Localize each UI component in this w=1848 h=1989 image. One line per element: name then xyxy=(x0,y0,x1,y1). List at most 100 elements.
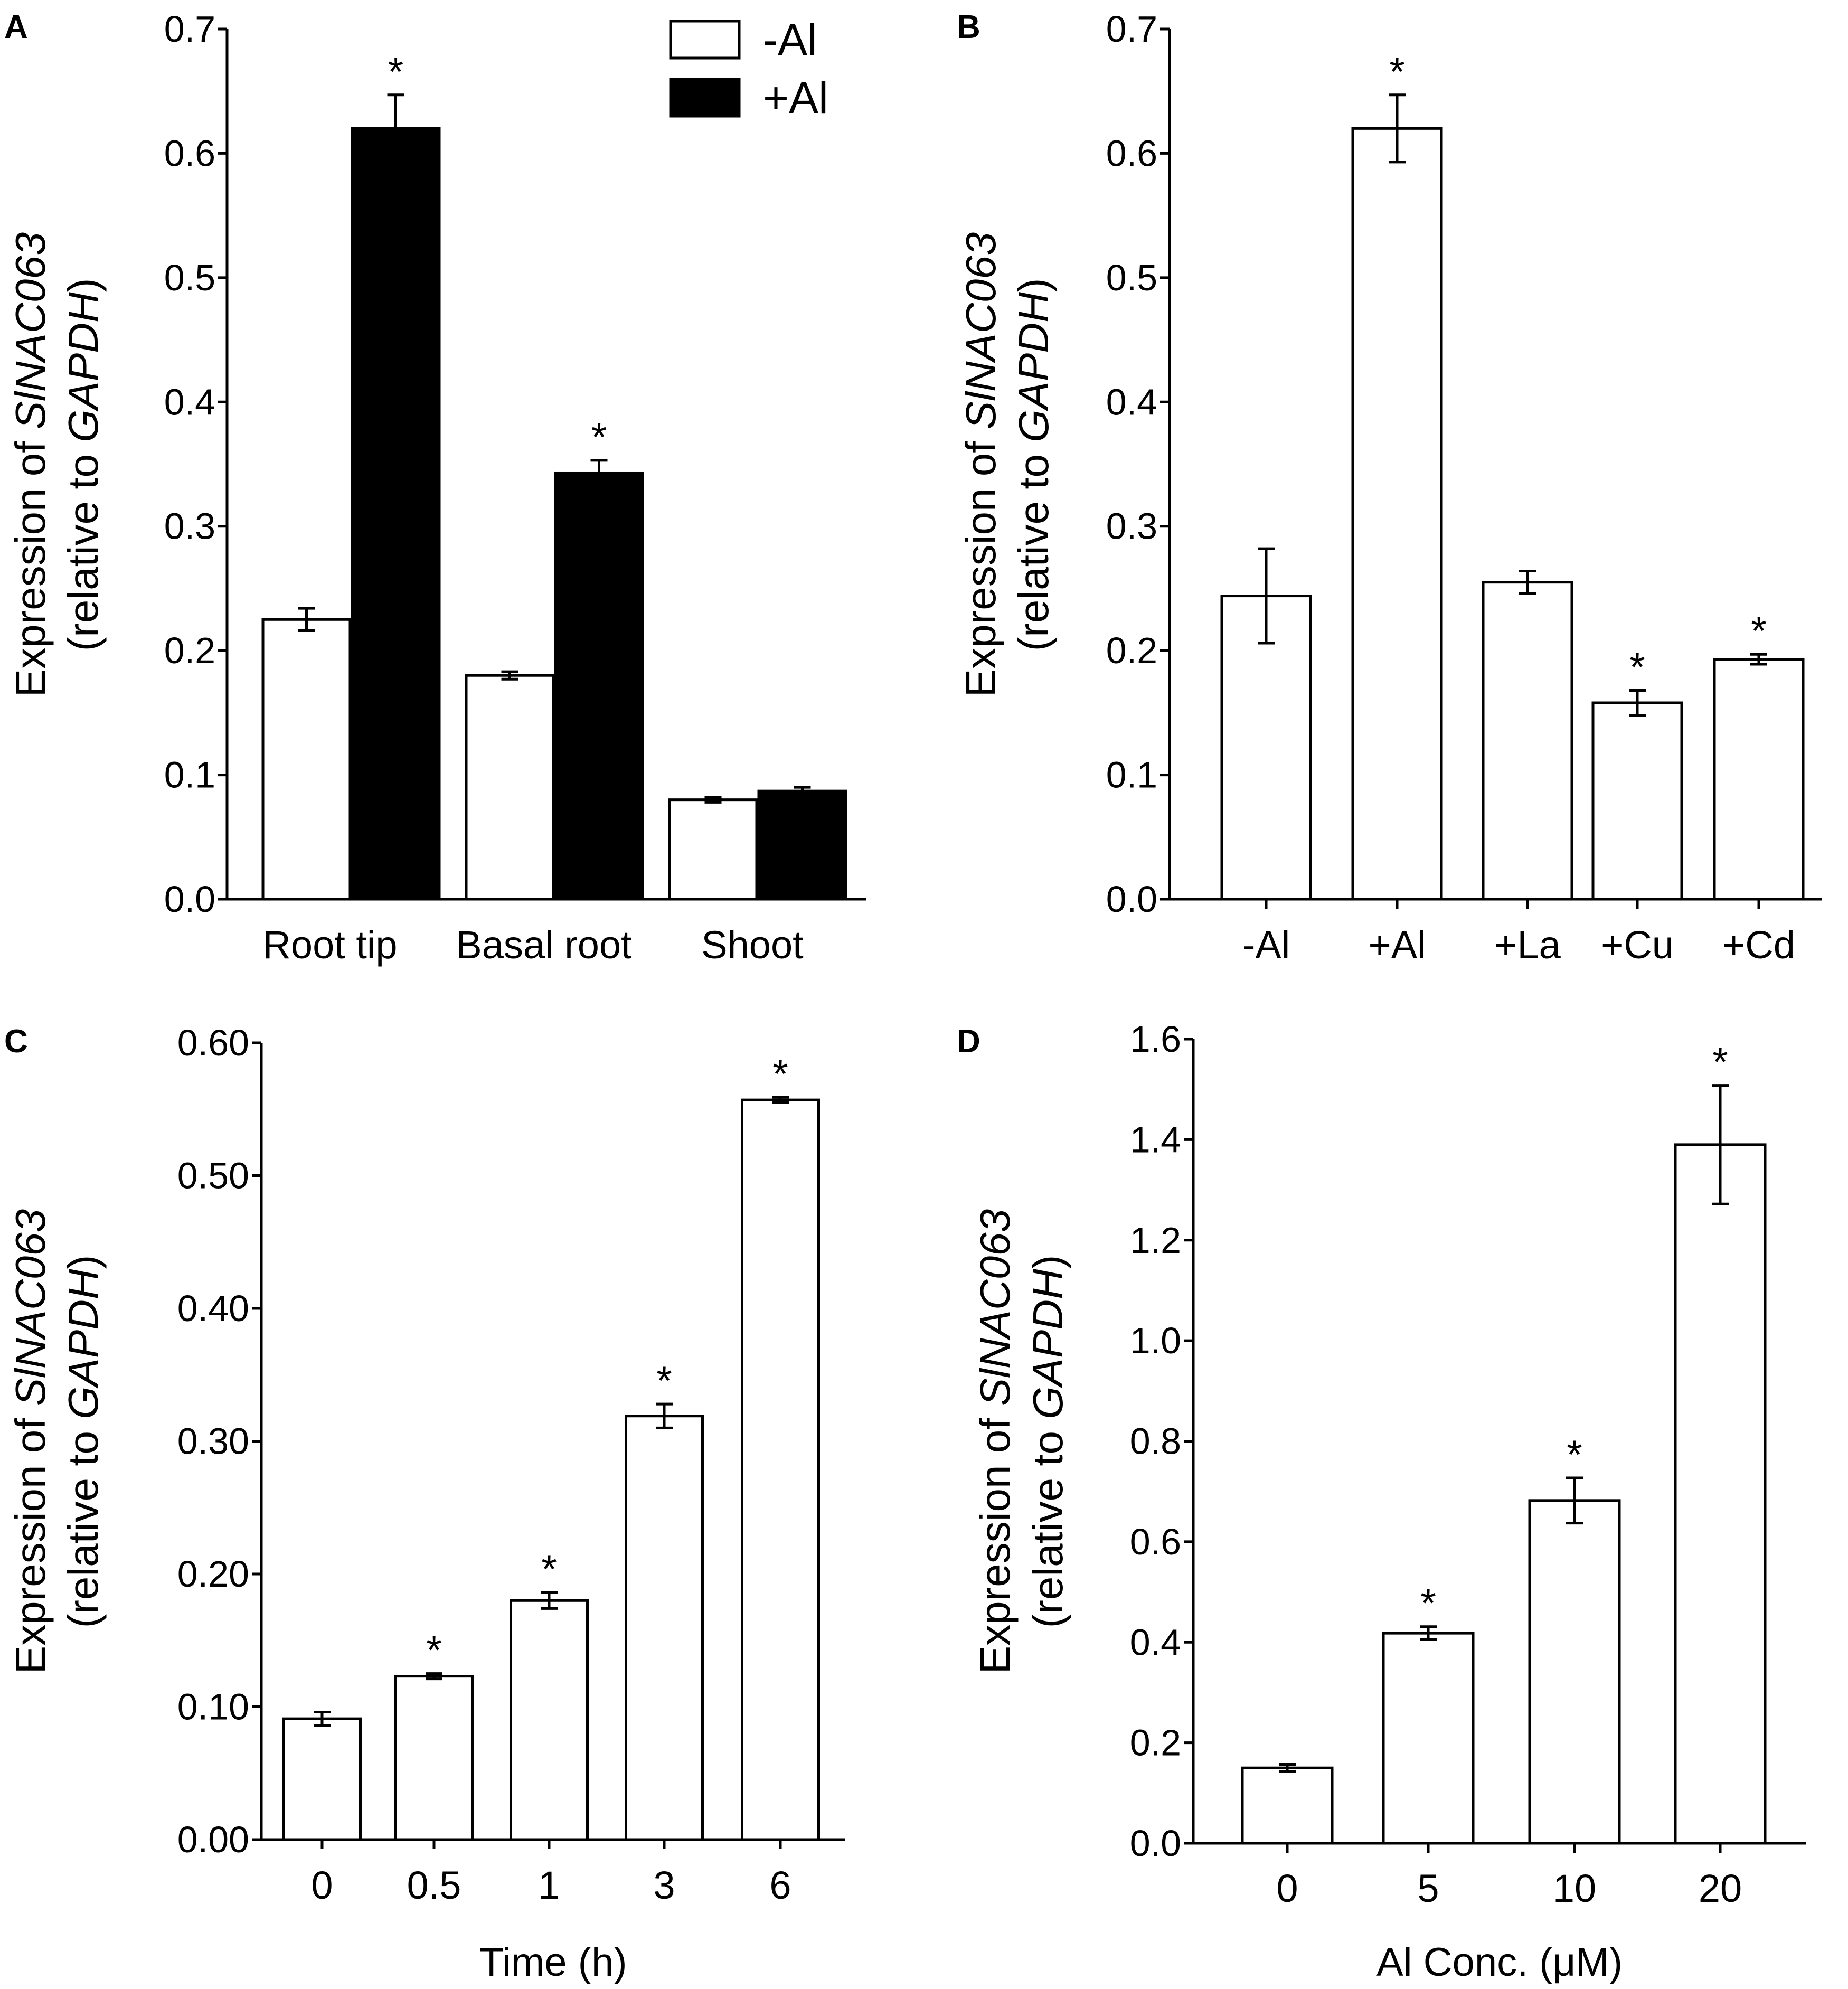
panel-d: D 0.0 0.2 0.4 0.6 0.8 1.0 1.2 1.4 1.6 Expression o… xyxy=(957,1019,1806,1985)
y-axis-label2-ref: GAPDH xyxy=(1010,292,1057,442)
y-axis-label2-suffix: ) xyxy=(60,278,107,293)
y-axis-label2-ref: GAPDH xyxy=(60,292,107,442)
x-category-label: 6 xyxy=(769,1863,791,1907)
y-tick-label: 1.6 xyxy=(1130,1019,1181,1060)
y-axis-label2-suffix: ) xyxy=(60,1255,107,1269)
y-axis-label: Expression of SlNAC063 xyxy=(7,1209,54,1674)
bar xyxy=(1382,1632,1475,1845)
bar xyxy=(625,1415,704,1841)
y-tick-label: 0.6 xyxy=(164,133,215,174)
y-tick-label: 1.4 xyxy=(1130,1119,1181,1160)
bar xyxy=(741,1098,820,1841)
y-tick-label: 0.4 xyxy=(164,381,215,422)
x-category-label: 1 xyxy=(538,1863,560,1907)
x-category-label: 5 xyxy=(1417,1867,1439,1910)
panel-a: A 0.0 0.1 0.2 0.3 0.4 0.5 0.6 0.7 Expression of S… xyxy=(4,8,866,967)
significance-marker: * xyxy=(772,1052,788,1097)
significance-marker: * xyxy=(1567,1432,1582,1477)
bar xyxy=(1351,127,1443,901)
y-axis-label: Expression of SlNAC063 xyxy=(972,1209,1019,1674)
y-axis-label: Expression of SlNAC063 xyxy=(7,232,54,697)
panel-letter: C xyxy=(4,1023,28,1060)
legend-label: +Al xyxy=(763,73,828,122)
bar xyxy=(1241,1766,1334,1845)
y-axis-label2-prefix: (relative to xyxy=(60,1419,107,1628)
x-category-label: 0 xyxy=(1276,1867,1298,1910)
bar xyxy=(554,471,644,901)
panel-letter: D xyxy=(957,1023,980,1060)
y-axis-label: Expression of SlNAC063 xyxy=(957,232,1004,697)
y-tick-label: 0.0 xyxy=(1130,1823,1181,1864)
y-tick-label: 0.6 xyxy=(1106,133,1157,174)
bar xyxy=(1674,1143,1767,1845)
x-category-label: Root tip xyxy=(262,923,397,967)
y-axis-label-gene: SlNAC063 xyxy=(7,1209,54,1407)
y-axis-label2-suffix: ) xyxy=(1010,278,1057,293)
y-tick-label: 0.7 xyxy=(164,8,215,50)
y-axis-label-prefix: Expression of xyxy=(957,429,1004,697)
y-axis-label-line2: (relative to GAPDH) xyxy=(1024,1255,1071,1628)
x-category-label: 0.5 xyxy=(407,1863,461,1907)
legend-label: -Al xyxy=(763,15,817,64)
y-tick-label: 1.2 xyxy=(1130,1220,1181,1261)
y-axis-label-line2: (relative to GAPDH) xyxy=(60,278,107,652)
y-axis-label2-prefix: (relative to xyxy=(60,442,107,652)
bar xyxy=(1220,595,1312,901)
y-tick-label: 0.10 xyxy=(177,1686,249,1728)
panel-b: B 0.0 0.1 0.2 0.3 0.4 0.5 0.6 0.7 Expression of S… xyxy=(957,8,1822,967)
y-tick-label: 0.30 xyxy=(177,1421,249,1462)
y-tick-label: 0.20 xyxy=(177,1553,249,1595)
bar xyxy=(465,674,555,901)
x-category-label: Shoot xyxy=(701,923,804,967)
x-category-label: 3 xyxy=(653,1863,675,1907)
x-category-label: +Cd xyxy=(1722,923,1795,967)
panel-letter: A xyxy=(4,9,28,45)
y-axis-label-gene: SlNAC063 xyxy=(972,1209,1019,1407)
legend-swatch xyxy=(669,78,741,118)
y-axis-label-prefix: Expression of xyxy=(972,1406,1019,1674)
y-tick-label: 0.5 xyxy=(164,257,215,298)
y-axis-label-gene: SlNAC063 xyxy=(7,232,54,430)
significance-marker: * xyxy=(1629,645,1645,690)
y-tick-label: 0.0 xyxy=(164,879,215,920)
significance-marker: * xyxy=(591,415,607,460)
bar xyxy=(1591,701,1683,901)
y-tick-label: 0.3 xyxy=(1106,506,1157,547)
significance-marker: * xyxy=(656,1359,672,1403)
bar xyxy=(351,127,441,901)
x-category-label: -Al xyxy=(1242,923,1290,967)
x-axis-label: Al Conc. (μM) xyxy=(1376,1940,1623,1985)
bar xyxy=(510,1599,589,1841)
y-tick-label: 1.0 xyxy=(1130,1320,1181,1361)
x-category-label: +La xyxy=(1494,923,1561,967)
significance-marker: * xyxy=(541,1547,557,1592)
x-axis-label: Time (h) xyxy=(479,1940,627,1985)
y-tick-label: 0.0 xyxy=(1106,879,1157,920)
bar xyxy=(1482,581,1573,901)
y-axis-label2-ref: GAPDH xyxy=(60,1269,107,1419)
significance-marker: * xyxy=(388,50,404,95)
bar xyxy=(1713,658,1805,901)
significance-marker: * xyxy=(1712,1040,1728,1085)
significance-marker: * xyxy=(1389,50,1405,95)
y-axis-label-line2: (relative to GAPDH) xyxy=(1010,278,1057,652)
y-tick-label: 0.40 xyxy=(177,1288,249,1329)
y-axis-label-prefix: Expression of xyxy=(7,1406,54,1674)
y-tick-label: 0.60 xyxy=(177,1022,249,1063)
y-tick-label: 0.4 xyxy=(1106,381,1157,422)
y-tick-label: 0.5 xyxy=(1106,257,1157,298)
significance-marker: * xyxy=(1420,1581,1436,1626)
y-tick-label: 0.4 xyxy=(1130,1622,1181,1663)
panel-c: C0.000.100.200.300.400.500.60Expression … xyxy=(4,1022,845,1985)
significance-marker: * xyxy=(426,1628,442,1673)
y-tick-label: 0.3 xyxy=(164,506,215,547)
legend-swatch xyxy=(669,20,741,60)
y-tick-label: 0.2 xyxy=(1106,630,1157,671)
y-axis-label2-suffix: ) xyxy=(1024,1255,1071,1269)
bar xyxy=(394,1675,474,1841)
y-axis-label-gene: SlNAC063 xyxy=(957,232,1004,430)
bar xyxy=(668,798,758,901)
x-category-label: 20 xyxy=(1699,1867,1742,1910)
x-category-label: 10 xyxy=(1553,1867,1596,1910)
